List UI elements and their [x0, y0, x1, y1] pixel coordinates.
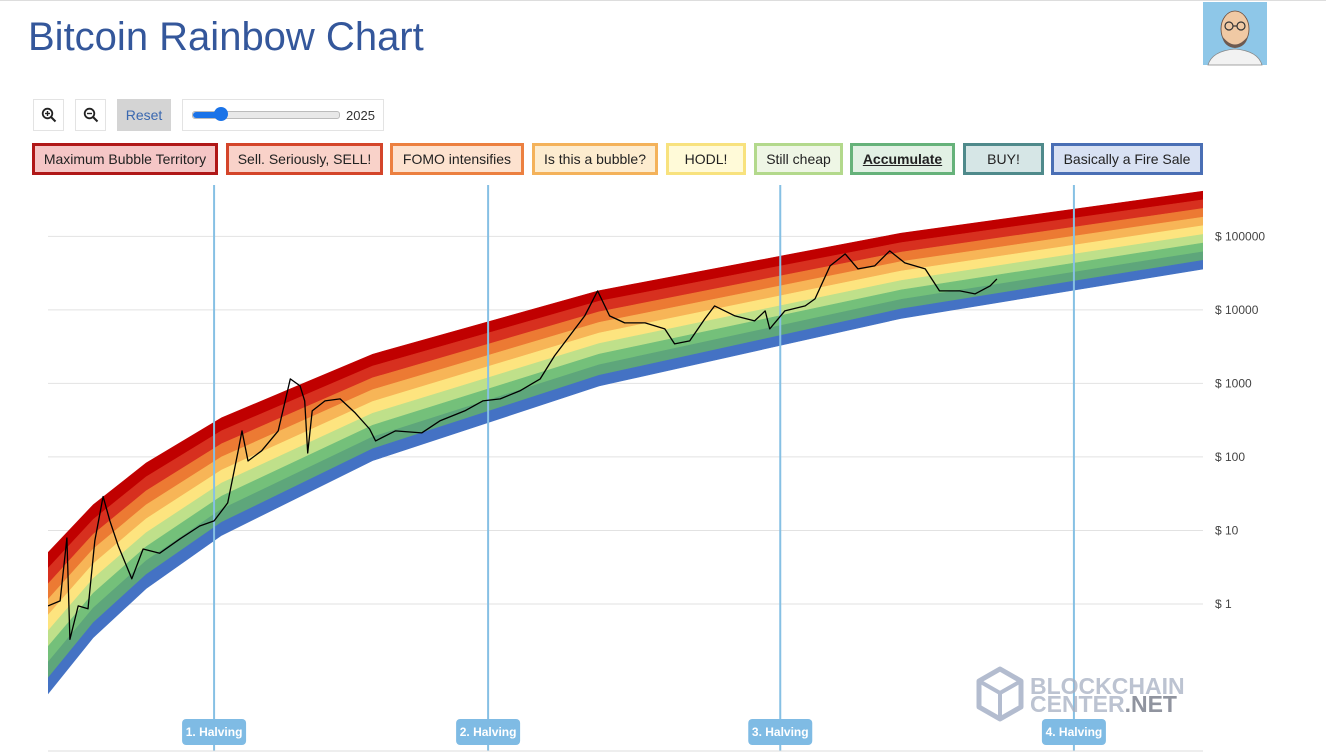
legend-button[interactable]: Maximum Bubble Territory	[32, 143, 218, 175]
slider-thumb[interactable]	[214, 107, 228, 121]
halving-label: 3. Halving	[752, 725, 809, 739]
legend-button[interactable]: BUY!	[963, 143, 1044, 175]
year-slider[interactable]: 2025	[182, 99, 384, 131]
rainbow-band	[48, 260, 1203, 695]
y-tick-label: $ 1	[1215, 597, 1232, 611]
price-line	[48, 250, 998, 641]
legend-button[interactable]: Sell. Seriously, SELL!	[226, 143, 383, 175]
watermark-net: .NET	[1125, 691, 1177, 717]
zoom-in-icon	[41, 107, 56, 123]
legend-button[interactable]: Basically a Fire Sale	[1051, 143, 1203, 175]
legend: Maximum Bubble Territory Sell. Seriously,…	[32, 143, 1204, 175]
zoom-out-button[interactable]	[75, 99, 106, 131]
halvings: 1. Halving 2. Halving 3. Halving 4. Halving	[182, 185, 1106, 751]
halving-badge	[1041, 719, 1106, 745]
legend-button[interactable]: HODL!	[666, 143, 746, 175]
avatar	[1203, 2, 1267, 66]
slider-track[interactable]	[192, 107, 340, 121]
zoom-in-button[interactable]	[33, 99, 64, 131]
y-tick-label: $ 10	[1215, 523, 1239, 537]
watermark-icon	[976, 666, 1024, 722]
halving-label: 1. Halving	[186, 725, 243, 739]
legend-button[interactable]: Is this a bubble?	[532, 143, 658, 175]
halving-badge	[182, 719, 247, 745]
slider-fill	[193, 112, 221, 118]
zoom-out-icon	[83, 107, 98, 123]
page-title: Bitcoin Rainbow Chart	[28, 15, 424, 59]
slider-year: 2025	[346, 107, 375, 123]
legend-button[interactable]: FOMO intensifies	[390, 143, 524, 175]
watermark-center: CENTER	[1030, 691, 1125, 717]
legend-button[interactable]: Accumulate	[850, 143, 955, 175]
y-tick-label: $ 1000	[1215, 376, 1252, 390]
reset-button[interactable]: Reset	[117, 99, 171, 131]
halving-label: 4. Halving	[1046, 725, 1103, 739]
watermark: BLOCKCHAIN CENTER.NET	[976, 666, 1185, 722]
watermark-line1: BLOCKCHAIN	[1030, 673, 1185, 699]
watermark-line2: CENTER.NET	[1030, 691, 1177, 717]
legend-button[interactable]: Still cheap	[754, 143, 843, 175]
halving-label: 2. Halving	[460, 725, 517, 739]
halving-badge	[456, 719, 521, 745]
halving-badge	[748, 719, 813, 745]
rainbow-bands	[48, 190, 1203, 695]
y-tick-label: $ 10000	[1215, 303, 1259, 317]
y-tick-label: $ 100	[1215, 450, 1245, 464]
y-tick-label: $ 100000	[1215, 229, 1265, 243]
price-line	[48, 250, 998, 641]
